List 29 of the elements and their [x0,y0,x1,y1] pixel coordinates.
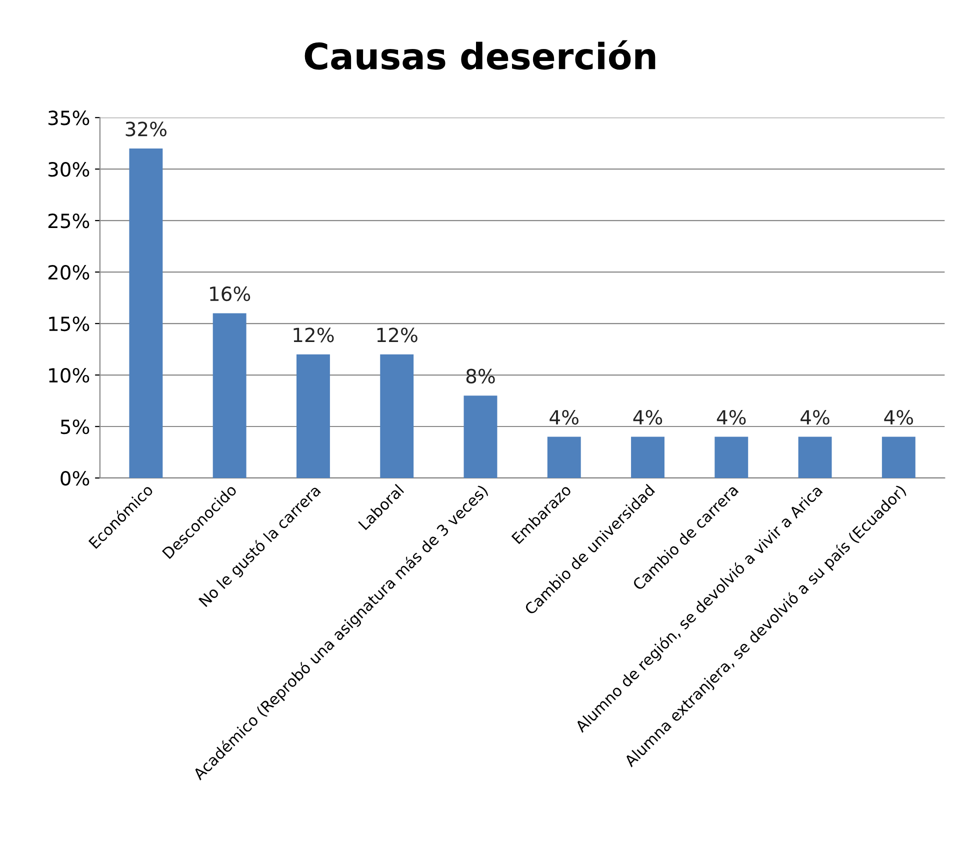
bar [296,354,330,478]
y-tick-label: 10% [49,368,90,383]
bar [380,354,414,478]
data-label: 4% [800,410,830,425]
y-tick-label: 20% [48,265,90,280]
bar [631,436,664,478]
data-label: 4% [884,410,914,425]
chart-title: Causas deserción [304,40,656,70]
y-tick-label: 15% [49,316,90,332]
data-label: 4% [716,410,746,425]
y-tick-label: 35% [48,110,90,126]
y-tick-label: 0% [60,470,90,486]
data-label: 32% [126,122,166,136]
data-label: 4% [633,410,662,425]
bar [714,436,748,478]
data-label: 12% [294,328,334,342]
bar [547,436,581,478]
bar [212,313,246,478]
data-label: 4% [550,410,578,425]
y-tick-label: 30% [48,162,90,177]
bar [129,148,163,478]
data-label: 12% [377,328,418,342]
data-label: 16% [210,286,250,302]
bar [882,436,916,478]
y-tick-label: 25% [48,214,90,228]
y-tick-label: 5% [60,419,90,434]
bar [798,436,832,478]
data-label: 8% [466,368,495,384]
bar [464,396,498,478]
